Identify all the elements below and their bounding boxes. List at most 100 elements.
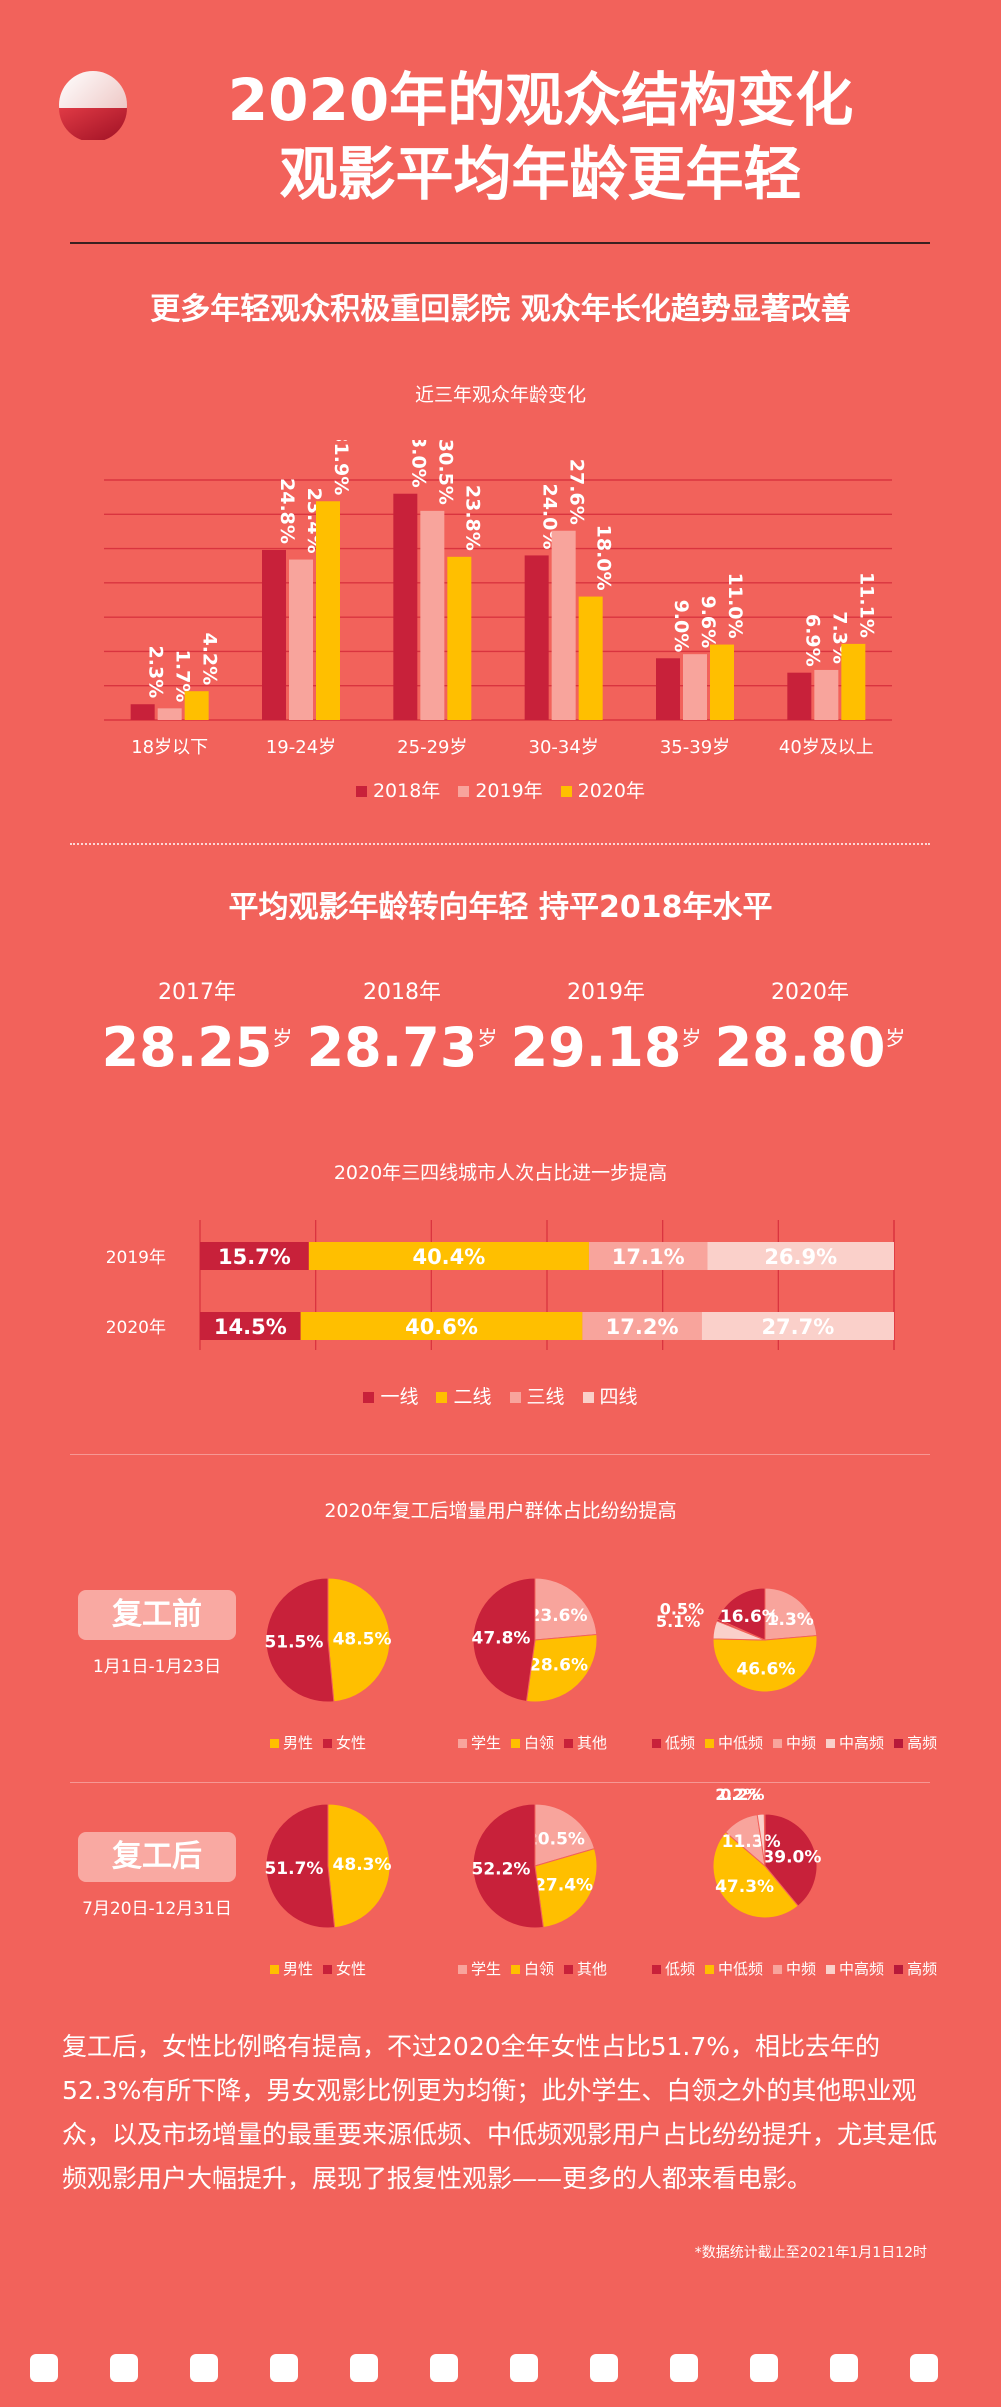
legend-swatch	[511, 1965, 521, 1974]
legend-label: 男性	[283, 1734, 314, 1752]
pie-value-label: 20.5%	[526, 1830, 585, 1850]
bar-value-label: 31.9%	[330, 440, 352, 495]
frequency-legend: 低频 中低频 中频 中高频 高频	[652, 1958, 937, 1979]
legend-swatch	[705, 1739, 715, 1748]
bar-2018年	[787, 672, 812, 720]
legend-swatch	[458, 1965, 467, 1974]
pie-value-label: 52.2%	[471, 1859, 530, 1879]
film-hole	[110, 2354, 138, 2382]
bar-2020年	[184, 691, 209, 720]
avg-age-value: 28.73	[306, 1016, 478, 1079]
section1-heading: 更多年轻观众积极重回影院 观众年长化趋势显著改善	[150, 292, 851, 327]
pie-slice-女性	[265, 1803, 336, 1929]
legend-item: 2018年	[355, 776, 441, 803]
legend-swatch	[773, 1965, 783, 1974]
legend-label: 白领	[524, 1734, 555, 1752]
avg-age-value: 29.18	[510, 1016, 682, 1079]
pie-slice-低频	[764, 1813, 818, 1907]
segment-value-label: 27.7%	[761, 1315, 834, 1339]
section-divider-3	[70, 1782, 930, 1783]
legend-swatch	[560, 786, 572, 797]
age-year-2020: 2020年	[771, 980, 849, 1005]
legend-label: 学生	[471, 1960, 502, 1978]
avg-age-unit: 岁	[885, 1026, 906, 1050]
segment-value-label: 14.5%	[214, 1315, 287, 1339]
x-tick-label: 40岁及以上	[779, 737, 874, 758]
legend-swatch	[323, 1965, 333, 1974]
pie-value-label: 27.4%	[534, 1876, 593, 1896]
segment-value-label: 17.1%	[612, 1245, 685, 1269]
pie-value-label: 46.6%	[736, 1660, 795, 1680]
x-tick-label: 35-39岁	[660, 737, 730, 758]
pie-slice-男性	[327, 1803, 391, 1929]
age-year-2017: 2017年	[158, 980, 236, 1005]
legend-item: 中低频	[705, 1732, 763, 1753]
city-tier-chart-title: 2020年三四线城市人次占比进一步提高	[333, 1162, 668, 1184]
film-hole	[430, 2354, 458, 2382]
legend-label: 低频	[665, 1734, 696, 1752]
legend-label: 低频	[665, 1960, 696, 1978]
segment-一线	[200, 1242, 309, 1270]
section-divider-1	[70, 843, 930, 845]
bar-2020年	[316, 501, 340, 720]
bar-value-label: 11.0%	[724, 573, 746, 639]
segment-value-label: 15.7%	[218, 1245, 291, 1269]
pie-value-label: 48.5%	[333, 1629, 392, 1649]
bar-2018年	[524, 555, 549, 720]
avg-age-value: 28.25	[101, 1016, 273, 1079]
legend-item: 2020年	[560, 776, 645, 803]
legend-swatch	[511, 1739, 521, 1748]
legend-item: 中高频	[826, 1732, 884, 1753]
bar-2019年	[420, 510, 445, 720]
legend-item: 女性	[323, 1958, 366, 1979]
legend-label: 学生	[471, 1734, 502, 1752]
bar-value-label: 18.0%	[593, 525, 615, 591]
pie-section-title: 2020年复工后增量用户群体占比纷纷提高	[324, 1500, 677, 1522]
legend-swatch	[270, 1739, 279, 1748]
age-year-2019: 2019年	[567, 980, 645, 1005]
page-title-line1: 2020年的观众结构变化	[227, 66, 854, 134]
legend-label: 2018年	[372, 780, 441, 802]
bar-value-label: 33.0%	[407, 440, 429, 488]
legend-label: 中高频	[839, 1734, 885, 1752]
bar-value-label: 23.8%	[461, 485, 483, 551]
film-hole	[270, 2354, 298, 2382]
avg-age-unit: 岁	[272, 1026, 293, 1050]
frequency-legend: 低频 中低频 中频 中高频 高频	[652, 1732, 937, 1753]
legend-label: 中频	[786, 1960, 817, 1978]
avg-age-value: 28.80	[714, 1016, 886, 1079]
pie-slice-中低频	[712, 1635, 818, 1693]
legend-item: 白领	[511, 1732, 554, 1753]
bar-value-label: 9.6%	[697, 595, 719, 648]
pie-value-label: 2.2%	[715, 1785, 759, 1804]
bar-2018年	[393, 493, 418, 720]
film-hole	[30, 2354, 58, 2382]
bar-2019年	[814, 669, 839, 720]
legend-label: 男性	[283, 1960, 314, 1978]
bar-2019年	[551, 530, 576, 720]
age-year-2018: 2018年	[363, 980, 441, 1005]
legend-item: 高频	[894, 1732, 937, 1753]
x-tick-label: 19-24岁	[266, 737, 336, 758]
city-tier-legend: 一线 二线 三线 四线	[0, 1382, 1001, 1409]
film-hole	[350, 2354, 378, 2382]
legend-label: 中高频	[839, 1960, 885, 1978]
legend-item: 其他	[564, 1732, 607, 1753]
film-hole	[590, 2354, 618, 2382]
segment-四线	[707, 1242, 894, 1270]
city-tier-stacked-chart: 2019年 15.7% 40.4% 17.1% 26.9% 2020年 14.5% 40.6%…	[106, 1220, 895, 1350]
legend-item: 低频	[652, 1958, 695, 1979]
legend-item: 一线	[363, 1382, 418, 1409]
bar-value-label: 24.8%	[276, 478, 298, 544]
bar-2020年	[578, 596, 603, 720]
segment-二线	[308, 1242, 589, 1270]
legend-item: 男性	[270, 1732, 313, 1753]
bar-2018年	[656, 658, 680, 720]
legend-label: 中低频	[718, 1734, 764, 1752]
bar-value-label: 27.6%	[566, 459, 588, 525]
segment-四线	[701, 1312, 894, 1340]
pie-value-label: 5.1%	[656, 1612, 700, 1631]
bar-2018年	[130, 704, 155, 720]
bar-value-label: 6.9%	[801, 614, 823, 667]
logo-icon	[58, 70, 128, 142]
